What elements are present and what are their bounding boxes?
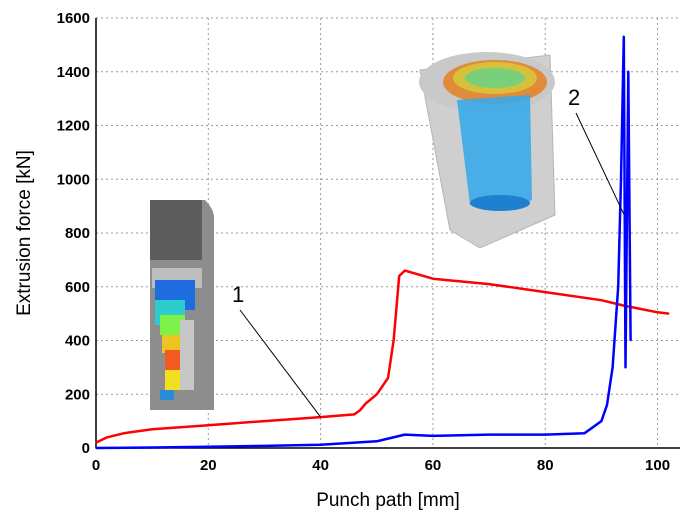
series-1-point — [404, 269, 406, 272]
series-2-point — [432, 435, 434, 437]
series-1-point — [392, 339, 395, 342]
annotation-leader-1 — [239, 309, 322, 418]
series-1-point — [656, 311, 659, 314]
annotations: 12 — [232, 85, 625, 418]
series-2-point — [629, 339, 632, 342]
x-tick-label: 20 — [200, 457, 217, 474]
series-2-point — [404, 433, 406, 436]
series-1-point — [432, 277, 434, 280]
series-2-point — [589, 428, 591, 430]
x-tick-label: 0 — [92, 457, 100, 474]
series-1-point — [207, 424, 210, 426]
series-1-point — [123, 432, 125, 435]
axes: 0 20 40 60 80 1000200400600800100012001400160… — [14, 10, 680, 511]
y-tick-label: 400 — [65, 333, 90, 350]
series-2-point — [583, 432, 586, 435]
series-1-point — [95, 441, 97, 444]
series-line-1 — [95, 269, 669, 444]
y-tick-label: 600 — [65, 279, 90, 296]
y-tick-label: 1400 — [57, 64, 90, 81]
series-1-point — [106, 436, 109, 439]
series-1-point — [353, 413, 356, 416]
series-1-point — [364, 402, 367, 405]
series-2-point — [263, 445, 266, 447]
series-2-point — [151, 446, 153, 449]
series-1-point — [359, 409, 361, 412]
series-2-point — [617, 285, 620, 288]
series-group — [95, 35, 670, 450]
series-1-point — [488, 283, 490, 285]
series-2-point — [95, 447, 97, 449]
annotation-label-2: 2 — [568, 85, 580, 110]
series-1-point — [398, 275, 401, 277]
series-2-point — [611, 366, 614, 369]
y-axis-title: Extrusion force [kN] — [14, 150, 35, 316]
x-axis-title: Punch path [mm] — [316, 490, 460, 511]
x-tick-label: 60 — [425, 457, 442, 474]
series-2-point — [488, 433, 490, 436]
series-2-point — [207, 445, 210, 448]
series-1-point — [375, 393, 378, 396]
series-1-point — [387, 377, 389, 379]
annotation-label-1: 1 — [232, 282, 244, 307]
series-2-point — [627, 70, 630, 73]
series-2-point — [624, 366, 627, 369]
inset-fe-cylinder-image — [419, 52, 556, 249]
series-2-point — [544, 433, 547, 436]
y-tick-label: 1200 — [57, 118, 90, 135]
series-2-point — [606, 404, 608, 406]
x-tick-label: 40 — [312, 457, 329, 474]
x-tick-label: 80 — [537, 457, 554, 474]
y-tick-label: 200 — [65, 386, 90, 403]
series-1-point — [544, 291, 547, 293]
series-2-point — [600, 420, 603, 422]
series-2-point — [623, 36, 625, 38]
insets — [150, 52, 556, 410]
series-2-point — [375, 440, 378, 443]
y-tick-label: 800 — [65, 225, 90, 242]
series-1-point — [600, 299, 603, 301]
series-2-point — [620, 178, 622, 181]
y-tick-label: 1600 — [57, 10, 90, 27]
series-2-point — [319, 443, 322, 446]
y-tick-label: 1000 — [57, 171, 90, 188]
inset-fe-section-image — [150, 200, 215, 410]
x-tick-label: 100 — [645, 457, 670, 474]
annotation-leader-2 — [575, 112, 625, 215]
series-1-point — [263, 420, 266, 422]
y-tick-label: 0 — [82, 440, 90, 457]
series-1-point — [667, 312, 670, 315]
series-1-point — [151, 428, 153, 430]
